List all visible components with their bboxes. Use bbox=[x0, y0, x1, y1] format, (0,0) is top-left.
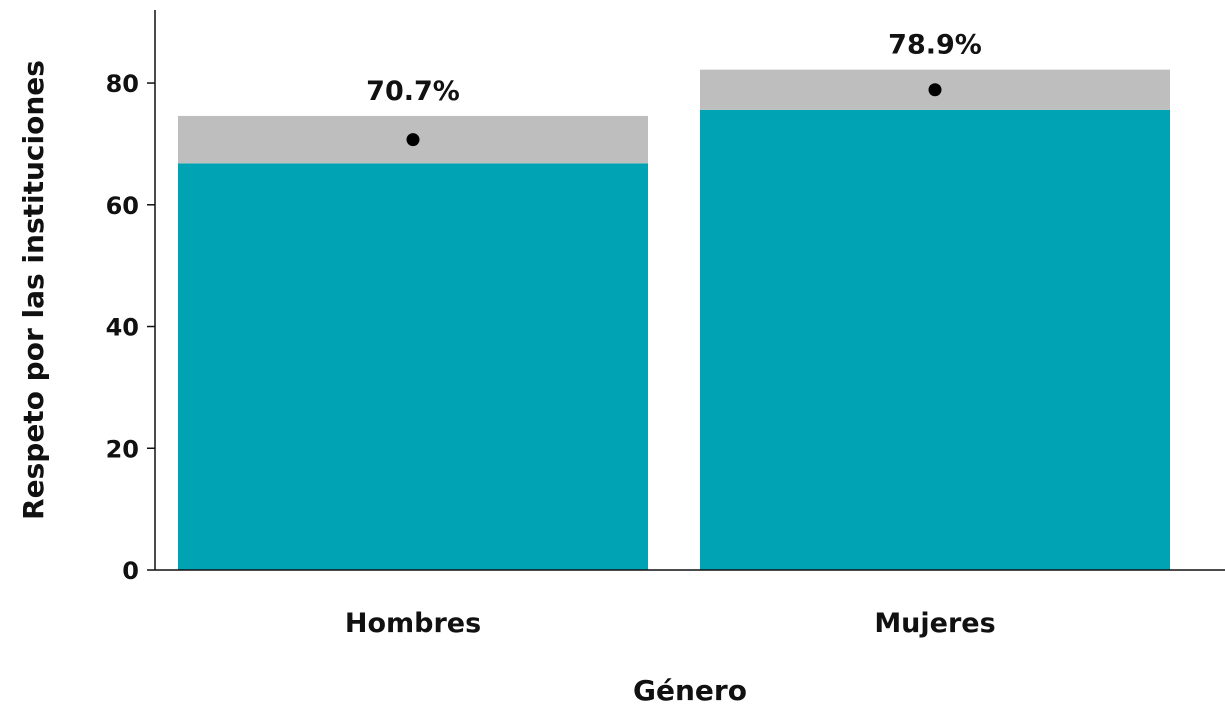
data-label-mujeres: 78.9% bbox=[888, 30, 982, 61]
point-estimate-mujeres bbox=[928, 83, 942, 97]
y-tick-label-80: 80 bbox=[106, 70, 139, 98]
data-label-hombres: 70.7% bbox=[366, 76, 460, 107]
y-axis-title: Respeto por las instituciones bbox=[17, 60, 50, 520]
axes-layer: 0 20 40 60 80 bbox=[106, 10, 1225, 585]
x-tick-label-mujeres: Mujeres bbox=[874, 608, 995, 639]
x-tick-label-hombres: Hombres bbox=[345, 608, 481, 639]
y-tick-label-20: 20 bbox=[106, 435, 139, 463]
bar-mujeres bbox=[700, 109, 1170, 571]
y-tick-label-0: 0 bbox=[122, 557, 139, 585]
y-tick-label-60: 60 bbox=[106, 192, 139, 220]
point-estimate-hombres bbox=[406, 133, 420, 147]
bar-hombres bbox=[178, 163, 648, 571]
y-tick-label-40: 40 bbox=[106, 314, 139, 342]
x-axis-title: Género bbox=[633, 674, 747, 704]
bars-layer bbox=[178, 69, 1170, 571]
labels-layer: 70.7% Hombres 78.9% Mujeres bbox=[345, 30, 996, 639]
